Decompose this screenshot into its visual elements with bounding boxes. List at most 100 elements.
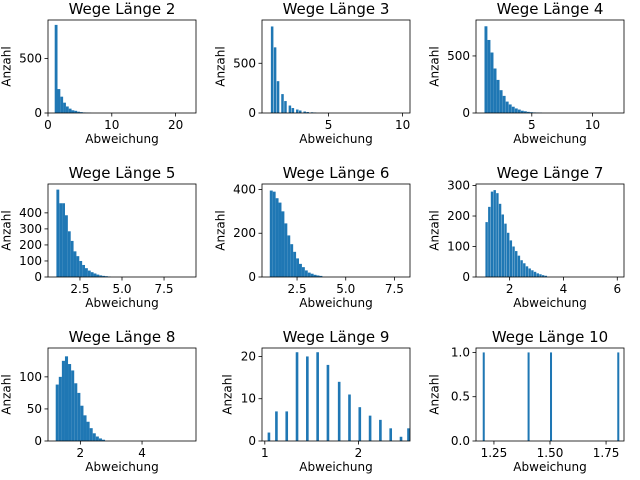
histogram-bar [270, 26, 274, 113]
panel-7: 2 4 0 50 100 Wege Länge 8 Abweichung Anzahl [0, 328, 197, 474]
y-tick-label: 200 [447, 209, 470, 223]
histogram-bar [284, 101, 287, 113]
histogram-bar [269, 190, 273, 277]
x-tick-label: 7.5 [154, 282, 173, 296]
y-tick-label: 100 [19, 370, 42, 384]
y-axis-label: Anzahl [213, 210, 227, 250]
histogram-bar [290, 244, 294, 277]
y-tick-label: 200 [233, 226, 256, 240]
x-tick-label: 7.5 [385, 282, 404, 296]
histogram-bar [389, 428, 393, 441]
histogram-bar [87, 270, 91, 277]
x-tick-label: 5.0 [112, 282, 131, 296]
histogram-bar [520, 260, 523, 277]
histogram-bar [310, 273, 314, 277]
histogram-bar [77, 392, 81, 441]
histogram-bar [54, 24, 58, 113]
histogram-bar [281, 94, 284, 113]
chart-title: Wege Länge 2 [69, 0, 176, 18]
x-tick-label: 2 [506, 282, 514, 296]
histogram-bar [62, 203, 65, 277]
histogram-bar [68, 364, 72, 441]
histogram-bar [61, 360, 65, 441]
y-axis-label: Anzahl [427, 210, 441, 250]
histogram-bar [99, 275, 103, 277]
x-tick-label: 10 [585, 118, 600, 132]
y-tick-label: 500 [447, 49, 470, 63]
chart-title: Wege Länge 4 [497, 0, 604, 18]
histogram-bar [275, 411, 278, 441]
y-tick-label: 0 [462, 106, 470, 120]
y-tick-label: 0 [248, 106, 256, 120]
chart-title: Wege Länge 5 [69, 164, 176, 182]
histogram-bar [57, 89, 61, 113]
histogram-bar [58, 376, 62, 441]
histogram-bar [287, 235, 291, 277]
histogram-bar [77, 111, 80, 113]
histogram-bar [527, 352, 530, 441]
panel-9: 1.25 1.50 1.75 0.0 0.5 1.0 Wege Länge 10 Abweic… [427, 328, 625, 474]
histogram-bar [284, 223, 288, 277]
histogram-bar [64, 215, 68, 277]
y-tick-label: 100 [19, 254, 42, 268]
x-axis-label: Abweichung [513, 460, 586, 474]
histogram-bar [306, 112, 309, 113]
y-tick-label: 500 [19, 52, 42, 66]
histogram-bar [68, 108, 72, 113]
histogram-bar [399, 436, 403, 441]
x-axis-label: Abweichung [85, 296, 158, 310]
x-tick-label: 6 [613, 282, 621, 296]
y-tick-label: 20 [241, 349, 256, 363]
x-tick-label: 10 [104, 118, 119, 132]
histogram-bar [70, 240, 74, 277]
histogram-bar [517, 255, 521, 277]
y-tick-label: 1.0 [451, 345, 470, 359]
histogram-bar [95, 436, 99, 441]
histogram-bar [506, 232, 510, 277]
histogram-bar [482, 352, 485, 441]
histogram-bar [531, 270, 534, 277]
histogram-bar [80, 405, 84, 441]
histogram-bar [493, 68, 497, 113]
histogram-bar [101, 439, 106, 441]
y-tick-label: 0 [248, 270, 256, 284]
histogram-bar [98, 438, 102, 441]
histogram-bar [484, 26, 488, 114]
histogram-bar [528, 268, 531, 277]
histogram-bar [326, 364, 330, 441]
histogram-bar [86, 421, 90, 441]
y-axis-label: Anzahl [0, 46, 13, 86]
chart-title: Wege Länge 10 [492, 328, 608, 346]
x-tick-label: 4 [138, 446, 146, 460]
x-tick-label: 5 [325, 118, 333, 132]
histogram-bar [55, 384, 59, 441]
histogram-bar [504, 223, 507, 277]
histogram-bar [79, 112, 83, 113]
histogram-bar [488, 206, 491, 277]
histogram-bar [487, 39, 491, 113]
histogram-bar [276, 81, 280, 113]
histogram-bar [79, 260, 83, 277]
histogram-bar [82, 264, 85, 277]
histogram-bar [304, 270, 308, 277]
x-axis-label: Abweichung [513, 296, 586, 310]
histogram-bar [299, 110, 302, 113]
axes-frame [475, 183, 625, 278]
panel-1: 0 10 20 0 500 Wege Länge 2 Abweichung Anzahl [0, 0, 197, 146]
histogram-bar [511, 106, 515, 113]
y-axis-label: Anzahl [221, 374, 235, 414]
histogram-bar [539, 274, 542, 277]
y-tick-label: 10 [241, 392, 256, 406]
x-tick-label: 2.5 [288, 282, 307, 296]
panel-6: 2 4 6 0 100 200 300 Wege Länge 7 Abweichung Anzah… [427, 164, 625, 310]
histogram-bar [89, 428, 93, 441]
histogram-bar [617, 352, 620, 441]
y-tick-label: 0 [34, 434, 42, 448]
panel-5: 2.5 5.0 7.5 0 200 400 Wege Länge 6 Abweichung An… [213, 164, 411, 310]
x-axis-label: Abweichung [85, 132, 158, 146]
histogram-bar [525, 266, 529, 277]
histogram-bar [71, 110, 75, 113]
histogram-bar [496, 79, 500, 113]
histogram-bar [358, 407, 362, 441]
